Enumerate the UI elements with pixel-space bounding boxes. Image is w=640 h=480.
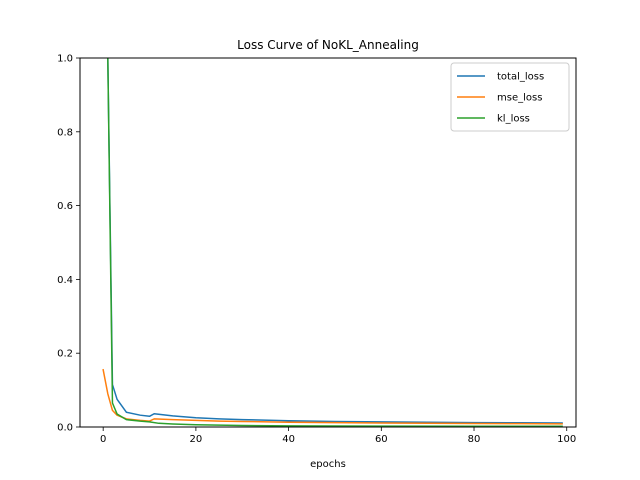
x-tick-label: 60 (375, 434, 388, 445)
x-axis-label: epochs (310, 459, 346, 470)
plot-frame (79, 57, 577, 428)
y-tick-label: 0.0 (57, 423, 73, 434)
y-axis: 0.0 0.2 0.4 0.6 0.8 1.0 (57, 54, 80, 434)
legend-label-total-loss: total_loss (497, 72, 544, 83)
y-tick-label: 0.6 (57, 201, 73, 212)
legend-label-mse-loss: mse_loss (497, 93, 542, 104)
y-tick-label: 1.0 (57, 54, 73, 65)
legend: total_loss mse_loss kl_loss (450, 62, 570, 132)
x-tick-label: 80 (468, 434, 481, 445)
x-tick-label: 40 (282, 434, 295, 445)
legend-label-kl-loss: kl_loss (497, 114, 530, 125)
y-tick-label: 0.8 (57, 127, 73, 138)
y-tick-label: 0.4 (57, 275, 73, 286)
series-line-kl-loss (107, 58, 563, 427)
x-tick-label: 100 (557, 434, 576, 445)
y-tick-label: 0.2 (57, 349, 73, 360)
x-axis: 0 20 40 60 80 100 (100, 427, 576, 445)
x-tick-label: 20 (190, 434, 203, 445)
x-tick-label: 0 (100, 434, 106, 445)
series-layer (102, 58, 563, 427)
legend-frame (450, 62, 570, 132)
series-line-total-loss (107, 58, 563, 424)
series-line-mse-loss (102, 368, 563, 425)
chart-title: Loss Curve of NoKL_Annealing (237, 38, 419, 52)
